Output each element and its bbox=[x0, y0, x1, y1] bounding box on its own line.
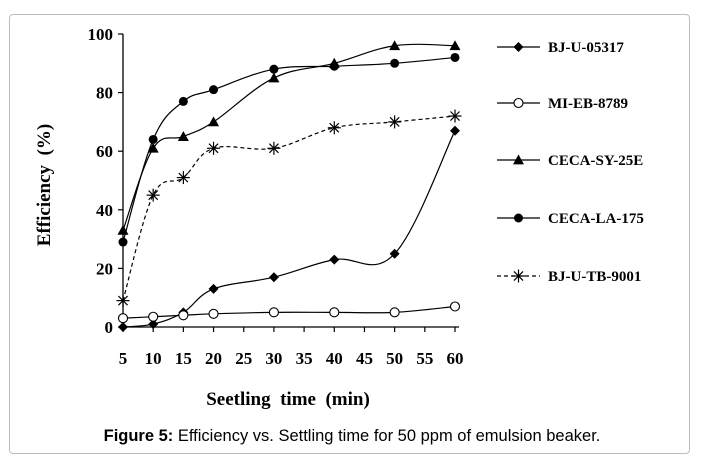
data-point bbox=[146, 188, 160, 202]
series-line-mi-eb-8789 bbox=[122, 305, 456, 319]
y-tick-label: 100 bbox=[88, 25, 114, 44]
data-point bbox=[207, 141, 221, 155]
legend-label: CECA-LA-175 bbox=[548, 211, 644, 227]
data-point bbox=[117, 313, 129, 324]
data-point bbox=[449, 301, 461, 312]
y-tick-label: 20 bbox=[96, 259, 113, 278]
x-tick-label: 5 bbox=[119, 349, 128, 368]
data-point bbox=[118, 322, 128, 332]
series-ceca-sy-25e bbox=[117, 40, 461, 235]
data-point bbox=[389, 40, 401, 51]
data-point bbox=[268, 72, 280, 83]
legend-marker bbox=[512, 269, 525, 283]
x-tick-label: 60 bbox=[447, 349, 464, 368]
y-tick-label: 40 bbox=[96, 201, 113, 220]
x-tick-label: 10 bbox=[145, 349, 162, 368]
figure-caption-text: Efficiency vs. Settling time for 50 ppm … bbox=[173, 427, 601, 445]
data-point bbox=[268, 307, 279, 318]
y-axis-title: Efficiency (%) bbox=[34, 124, 55, 246]
x-tick-label: 40 bbox=[326, 349, 343, 368]
data-point bbox=[118, 237, 128, 247]
data-point bbox=[177, 131, 189, 141]
legend-marker bbox=[513, 42, 524, 52]
legend-marker bbox=[513, 97, 524, 109]
figure-caption-label: Figure 5: bbox=[103, 427, 174, 445]
data-point bbox=[327, 121, 341, 135]
series-line-bj-u-tb-9001 bbox=[122, 115, 456, 301]
series-ceca-la-175 bbox=[118, 52, 460, 247]
data-point bbox=[176, 171, 190, 185]
x-tick-label: 35 bbox=[296, 349, 313, 368]
legend-label: CECA-SY-25E bbox=[548, 153, 643, 169]
data-point bbox=[178, 310, 189, 321]
legend-item-ceca-la-175: CECA-LA-175 bbox=[497, 211, 644, 227]
tick-labels: 0 20 40 60 80 100 5 10 15 20 25 30 35 40 45 50 55 60 bbox=[88, 25, 464, 368]
y-tick-label: 60 bbox=[96, 142, 113, 161]
data-point bbox=[329, 61, 339, 71]
legend-item-ceca-sy-25e: CECA-SY-25E bbox=[497, 153, 643, 169]
data-point bbox=[450, 52, 460, 62]
series-line-ceca-la-175 bbox=[122, 56, 456, 243]
x-tick-label: 25 bbox=[235, 349, 252, 368]
x-tick-label: 50 bbox=[386, 349, 403, 368]
data-point bbox=[209, 85, 219, 95]
x-tick-label: 15 bbox=[175, 349, 192, 368]
data-point bbox=[329, 254, 340, 265]
data-point bbox=[147, 142, 159, 153]
data-point bbox=[208, 116, 220, 127]
data-point bbox=[388, 115, 402, 129]
figure-caption: Figure 5: Efficiency vs. Settling time f… bbox=[0, 427, 704, 446]
data-point bbox=[208, 308, 219, 319]
legend-label: MI-EB-8789 bbox=[548, 96, 628, 112]
legend-item-bj-u-tb-9001: BJ-U-TB-9001 bbox=[497, 269, 641, 285]
data-point bbox=[268, 272, 279, 283]
data-point bbox=[449, 40, 461, 51]
y-tick-label: 80 bbox=[96, 84, 113, 103]
data-point bbox=[178, 96, 188, 106]
y-tick-label: 0 bbox=[105, 318, 114, 337]
series-group bbox=[116, 40, 462, 332]
x-tick-label: 30 bbox=[265, 349, 282, 368]
x-tick-label: 20 bbox=[205, 349, 222, 368]
data-point bbox=[116, 294, 130, 308]
series-mi-eb-8789 bbox=[117, 301, 461, 324]
legend-marker bbox=[513, 154, 524, 165]
data-point bbox=[329, 307, 340, 318]
axes bbox=[118, 33, 459, 332]
data-point bbox=[269, 64, 279, 74]
legend: BJ-U-05317 MI-EB-8789 CECA-SY-25E CECA-LA-1… bbox=[497, 40, 644, 285]
series-bj-u-tb-9001 bbox=[116, 109, 462, 308]
data-point bbox=[389, 307, 400, 318]
data-point bbox=[448, 109, 462, 123]
legend-item-bj-u-05317: BJ-U-05317 bbox=[497, 40, 624, 56]
data-point bbox=[450, 125, 460, 136]
data-point bbox=[148, 311, 159, 322]
data-point bbox=[208, 283, 219, 294]
legend-item-mi-eb-8789: MI-EB-8789 bbox=[497, 96, 628, 112]
legend-label: BJ-U-05317 bbox=[548, 40, 624, 56]
data-point bbox=[389, 248, 400, 259]
legend-marker bbox=[514, 213, 523, 223]
data-point bbox=[267, 141, 281, 155]
data-point bbox=[148, 134, 158, 144]
series-bj-u-05317 bbox=[118, 125, 460, 332]
series-line-bj-u-05317 bbox=[122, 130, 456, 328]
series-line-ceca-sy-25e bbox=[122, 43, 456, 231]
x-axis-title: Seetling time (min) bbox=[206, 389, 370, 410]
legend-label: BJ-U-TB-9001 bbox=[548, 269, 641, 285]
x-tick-label: 45 bbox=[356, 349, 373, 368]
data-point bbox=[148, 319, 159, 330]
data-point bbox=[390, 58, 400, 68]
x-tick-label: 55 bbox=[416, 349, 433, 368]
